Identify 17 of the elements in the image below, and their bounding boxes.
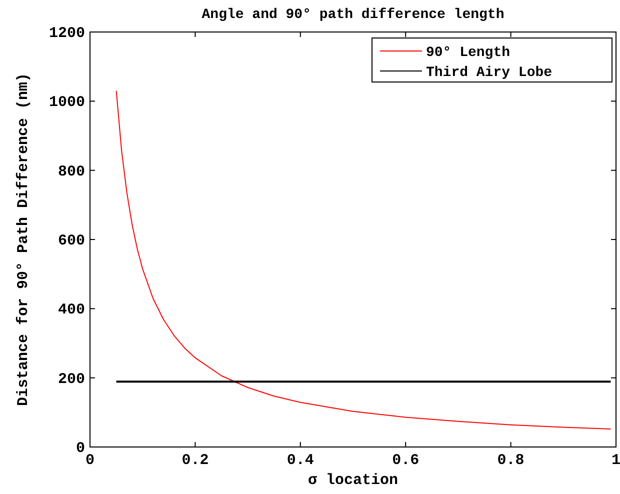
legend-label: Third Airy Lobe [426, 65, 552, 81]
x-tick-label: 0.6 [392, 452, 420, 469]
x-tick-label: 1 [611, 452, 620, 469]
x-axis-title: σ location [308, 472, 398, 489]
y-tick-label: 800 [58, 163, 85, 180]
y-tick-label: 0 [76, 440, 85, 457]
y-tick-label: 1000 [48, 94, 85, 112]
y-tick-label: 200 [58, 370, 85, 388]
chart-title: Angle and 90° path difference length [202, 7, 504, 23]
y-axis-title: Distance for 90° Path Difference (nm) [15, 72, 32, 406]
y-tick-label: 600 [58, 232, 85, 250]
x-tick-label: 0.8 [497, 452, 524, 469]
y-tick-label: 1200 [48, 25, 85, 42]
y-tick-label: 400 [58, 302, 85, 319]
x-tick-label: 0.2 [182, 452, 209, 469]
legend-label: 90° Length [426, 45, 510, 61]
x-tick-label: 0.4 [286, 452, 314, 469]
